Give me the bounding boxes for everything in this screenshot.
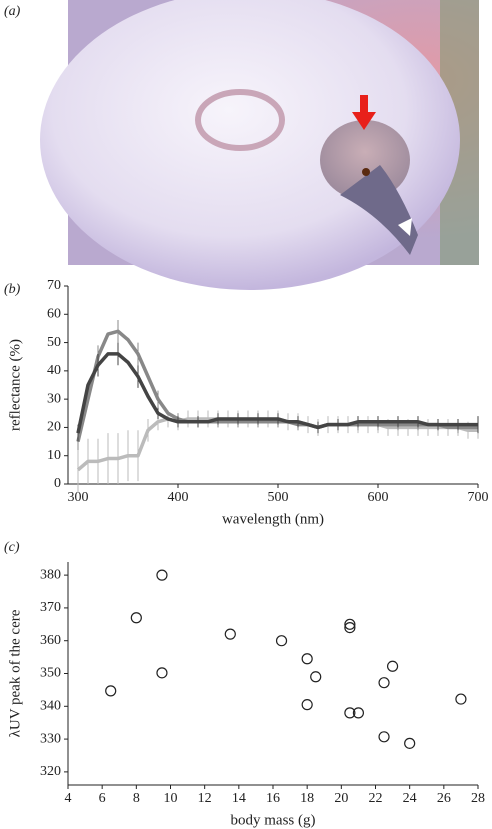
y-tick-label: 20 bbox=[47, 420, 61, 435]
x-axis-label: wavelength (nm) bbox=[222, 511, 324, 527]
panel-label: (a) bbox=[4, 4, 21, 19]
point bbox=[156, 667, 168, 679]
x-tick-label: 4 bbox=[65, 791, 72, 806]
x-axis-label: body mass (g) bbox=[231, 812, 316, 828]
y-tick-label: 0 bbox=[54, 476, 61, 491]
y-tick-label: 360 bbox=[40, 633, 61, 648]
y-tick-label: 380 bbox=[40, 567, 61, 582]
x-tick-label: 14 bbox=[232, 791, 246, 806]
point bbox=[310, 671, 322, 683]
series-line bbox=[76, 352, 478, 434]
x-tick-label: 10 bbox=[164, 791, 178, 806]
y-tick-label: 10 bbox=[47, 448, 61, 463]
point bbox=[378, 731, 390, 743]
x-tick-label: 20 bbox=[334, 791, 348, 806]
point bbox=[301, 653, 313, 665]
point bbox=[275, 635, 288, 647]
y-tick-label: 320 bbox=[40, 764, 61, 779]
x-tick-label: 12 bbox=[198, 791, 212, 806]
x-tick-label: 400 bbox=[168, 490, 189, 505]
point bbox=[404, 737, 416, 749]
x-tick-label: 300 bbox=[68, 490, 89, 505]
x-tick-label: 28 bbox=[471, 791, 485, 806]
point bbox=[130, 612, 142, 624]
y-tick-label: 70 bbox=[47, 278, 61, 293]
panel-label: (b) bbox=[4, 282, 21, 297]
y-axis-label: λUV peak of the cere bbox=[7, 609, 23, 737]
point bbox=[378, 677, 390, 689]
point bbox=[344, 618, 356, 630]
x-tick-label: 22 bbox=[369, 791, 383, 806]
point bbox=[156, 569, 168, 581]
y-axis-label: reflectance (%) bbox=[7, 339, 23, 431]
y-tick-label: 60 bbox=[47, 307, 61, 322]
point bbox=[344, 707, 356, 719]
point bbox=[105, 685, 117, 697]
y-tick-label: 40 bbox=[47, 363, 61, 378]
x-tick-label: 8 bbox=[133, 791, 140, 806]
x-tick-label: 500 bbox=[268, 490, 289, 505]
point bbox=[301, 699, 313, 711]
panel-label: (c) bbox=[4, 540, 20, 555]
point bbox=[386, 660, 399, 672]
x-tick-label: 700 bbox=[468, 490, 489, 505]
y-tick-label: 330 bbox=[40, 731, 61, 746]
point bbox=[455, 693, 467, 705]
y-tick-label: 350 bbox=[40, 666, 61, 681]
y-tick-label: 30 bbox=[47, 391, 61, 406]
x-tick-label: 24 bbox=[403, 791, 417, 806]
x-tick-label: 600 bbox=[368, 490, 389, 505]
photo bbox=[40, 0, 479, 290]
y-tick-label: 340 bbox=[40, 699, 61, 714]
x-tick-label: 18 bbox=[300, 791, 314, 806]
x-tick-label: 6 bbox=[99, 791, 106, 806]
point bbox=[352, 707, 365, 719]
y-tick-label: 50 bbox=[47, 335, 61, 350]
y-tick-label: 370 bbox=[40, 600, 61, 615]
x-tick-label: 26 bbox=[437, 791, 451, 806]
point bbox=[224, 628, 236, 640]
x-tick-label: 16 bbox=[266, 791, 280, 806]
point bbox=[344, 621, 356, 634]
